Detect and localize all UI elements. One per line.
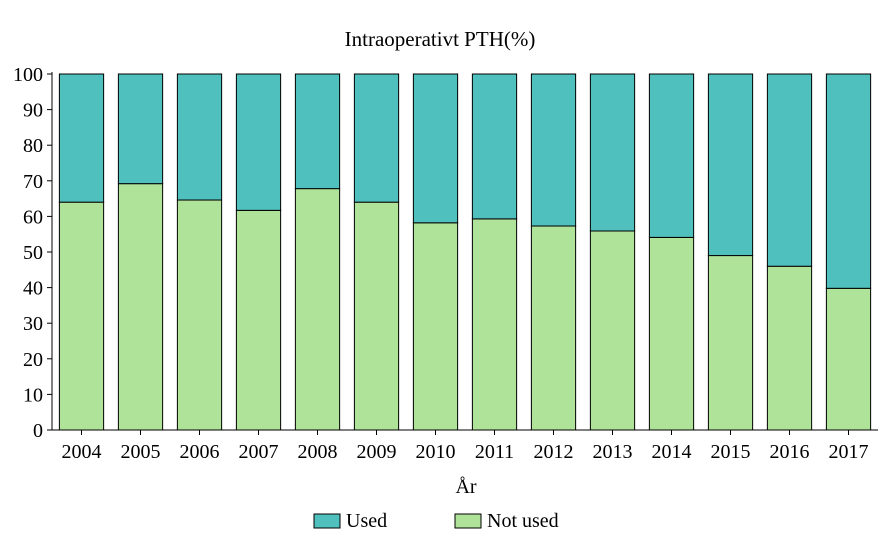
y-tick-label-20: 20	[23, 349, 43, 371]
x-tick-label-2016: 2016	[770, 441, 810, 463]
x-tick-label-2008: 2008	[298, 441, 338, 463]
bar-used-2004	[58, 73, 105, 203]
x-tick-label-2011: 2011	[475, 441, 514, 463]
y-tick-label-90: 90	[23, 100, 43, 122]
bar-not-used-2008	[294, 188, 341, 431]
legend-swatch-not-used	[454, 513, 482, 529]
bar-not-used-2015	[707, 255, 754, 431]
bar-used-2010	[412, 73, 459, 224]
bar-not-used-2004	[58, 201, 105, 431]
bar-not-used-2009	[353, 201, 400, 431]
bar-used-2005	[117, 73, 164, 185]
chart-title: Intraoperativt PTH(%)	[345, 27, 536, 51]
x-tick-label-2004: 2004	[62, 441, 102, 463]
bar-used-2011	[471, 73, 518, 220]
bar-not-used-2010	[412, 222, 459, 431]
y-tick-label-70: 70	[23, 171, 43, 193]
bar-not-used-2005	[117, 183, 164, 431]
bar-used-2009	[353, 73, 400, 203]
y-tick-label-0: 0	[33, 420, 43, 442]
y-tick-label-100: 100	[13, 64, 43, 86]
x-tick-label-2017: 2017	[829, 441, 869, 463]
legend: Used Not used	[313, 510, 559, 532]
y-tick-label-60: 60	[23, 206, 43, 228]
bar-not-used-2013	[589, 230, 636, 431]
bar-not-used-2014	[648, 236, 695, 431]
y-tick-label-10: 10	[23, 384, 43, 406]
x-axis-label: År	[455, 476, 476, 498]
x-tick-label-2006: 2006	[180, 441, 220, 463]
bar-used-2007	[235, 73, 282, 211]
bar-not-used-2007	[235, 209, 282, 431]
bar-not-used-2011	[471, 218, 518, 431]
legend-swatch-used	[313, 513, 341, 529]
legend-label-used: Used	[346, 510, 387, 532]
bar-used-2013	[589, 73, 636, 232]
y-tick-label-50: 50	[23, 242, 43, 264]
x-tick-label-2015: 2015	[711, 441, 751, 463]
bar-not-used-2017	[825, 287, 872, 431]
bar-used-2015	[707, 73, 754, 257]
bar-used-2016	[766, 73, 813, 267]
y-tick-label-80: 80	[23, 135, 43, 157]
bar-used-2012	[530, 73, 577, 227]
x-tick-label-2014: 2014	[652, 441, 692, 463]
bar-used-2014	[648, 73, 695, 238]
bar-not-used-2006	[176, 199, 223, 431]
x-tick-label-2013: 2013	[593, 441, 633, 463]
x-tick-label-2009: 2009	[357, 441, 397, 463]
plot-area: 2004 2005 2006 2007 2008 2009 2010 2011 2012 2013…	[13, 64, 878, 463]
x-tick-label-2007: 2007	[239, 441, 279, 463]
legend-label-not-used: Not used	[487, 510, 559, 532]
x-tick-label-2010: 2010	[416, 441, 456, 463]
y-tick-label-30: 30	[23, 313, 43, 335]
bar-used-2008	[294, 73, 341, 190]
y-tick-label-40: 40	[23, 278, 43, 300]
bar-not-used-2016	[766, 265, 813, 431]
bar-used-2017	[825, 73, 872, 289]
x-tick-label-2005: 2005	[121, 441, 161, 463]
x-tick-label-2012: 2012	[534, 441, 574, 463]
bar-not-used-2012	[530, 225, 577, 431]
bar-used-2006	[176, 73, 223, 201]
